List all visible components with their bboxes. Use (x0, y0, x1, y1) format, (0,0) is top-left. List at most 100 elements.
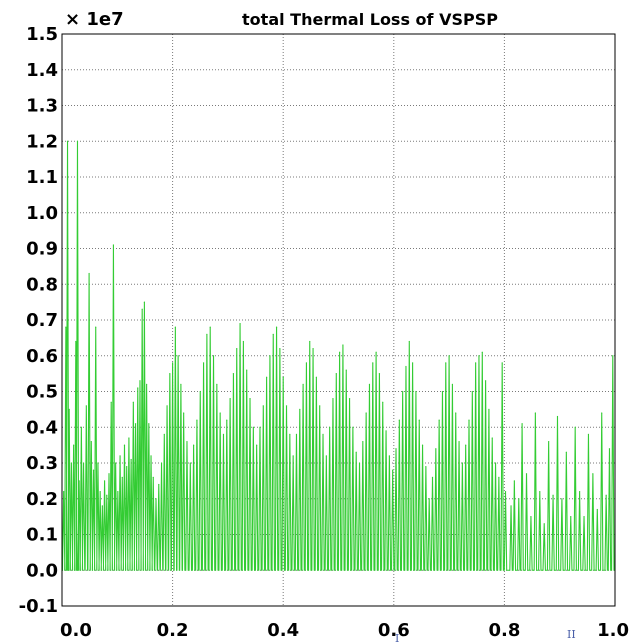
data-point (158, 483, 160, 486)
data-point (561, 498, 563, 500)
data-point (556, 415, 559, 418)
y-tick-label: 0.7 (26, 310, 58, 331)
data-point (421, 444, 424, 446)
data-point (596, 508, 598, 511)
data-point (342, 344, 344, 346)
y-tick-labels: 1.5 1.4 1.3 1.2 1.1 1.0 0.9 0.8 0.7 0.6 0.5 0.4 0.3 0… (19, 24, 58, 617)
data-point (358, 462, 361, 464)
data-point (232, 373, 235, 375)
data-point (355, 451, 357, 453)
data-point (123, 444, 126, 446)
data-point (513, 480, 515, 482)
y-tick-label: 0.6 (26, 346, 58, 367)
data-point (415, 390, 417, 393)
chart-title: total Thermal Loss of VSPSP (242, 10, 498, 29)
data-point (85, 405, 87, 407)
data-point (441, 390, 444, 393)
data-point (583, 516, 585, 518)
y-tick-label: 0.2 (26, 489, 58, 510)
y-tick-label: 1.5 (26, 24, 58, 45)
y-tick-label: 0.1 (26, 525, 58, 546)
x-tick-label: 0.2 (157, 620, 189, 641)
data-point (101, 505, 103, 507)
data-point (166, 405, 168, 407)
data-point (121, 476, 123, 478)
data-point (285, 405, 288, 407)
data-point (63, 491, 65, 493)
data-point (193, 444, 195, 446)
data-point (196, 419, 198, 421)
marker-1: I (395, 632, 399, 643)
data-point (169, 373, 171, 375)
data-point (501, 362, 503, 364)
data-point (132, 401, 134, 403)
data-point (471, 390, 473, 393)
data-point (139, 380, 141, 382)
data-point (292, 455, 294, 457)
data-point (92, 469, 95, 471)
data-point (82, 462, 85, 464)
data-point (451, 383, 454, 385)
data-point (97, 462, 99, 464)
data-point (458, 440, 460, 443)
data-point (272, 333, 274, 335)
data-point (95, 326, 97, 328)
data-point (445, 362, 447, 364)
data-point (70, 462, 73, 464)
data-point (362, 440, 364, 443)
marker-2: II (567, 628, 576, 641)
data-point (269, 355, 271, 357)
data-point (209, 326, 211, 328)
data-point (352, 426, 354, 428)
data-point (465, 444, 467, 446)
y-tick-label: 0.4 (26, 417, 58, 438)
data-point (189, 462, 191, 464)
data-point (425, 465, 427, 468)
data-point (587, 433, 590, 435)
data-point (78, 480, 80, 482)
data-point (66, 140, 69, 142)
data-point (146, 383, 148, 385)
data-point (134, 423, 137, 425)
data-point (539, 491, 541, 493)
data-point (329, 426, 331, 428)
data-point (115, 462, 117, 464)
data-point (275, 326, 278, 328)
data-point (372, 362, 374, 364)
data-point (295, 433, 298, 435)
data-point (378, 373, 381, 375)
data-point (249, 398, 251, 400)
data-point (256, 444, 258, 446)
data-point (130, 458, 132, 461)
data-point (491, 437, 493, 439)
data-point (112, 244, 115, 246)
data-point (494, 462, 497, 464)
data-point (266, 376, 268, 378)
data-point (405, 365, 407, 368)
data-point (525, 473, 528, 475)
data-point (259, 426, 261, 428)
data-point (530, 516, 532, 518)
data-point (246, 369, 248, 371)
data-point (150, 455, 152, 457)
data-point (348, 398, 351, 400)
data-point (468, 419, 470, 421)
data-point (412, 362, 414, 364)
data-point (521, 423, 523, 425)
data-point (76, 140, 79, 142)
y-tick-label: 1.2 (26, 131, 58, 152)
data-point (242, 340, 244, 343)
data-point (339, 351, 341, 353)
y-tick-label: 1.3 (26, 96, 58, 117)
data-point (88, 272, 90, 275)
data-point (510, 505, 512, 507)
data-point (601, 412, 603, 414)
data-point (345, 369, 347, 371)
data-point (141, 308, 143, 310)
data-point (236, 348, 238, 350)
data-point (612, 355, 614, 357)
data-point (212, 355, 215, 357)
data-point (395, 448, 397, 450)
y-multiplier: × 1e7 (65, 9, 124, 30)
data-point (152, 476, 154, 478)
